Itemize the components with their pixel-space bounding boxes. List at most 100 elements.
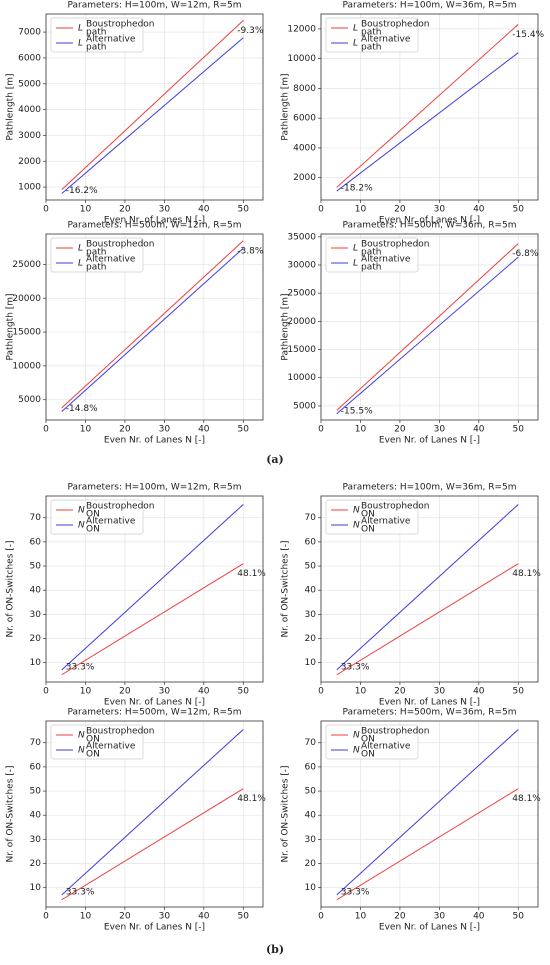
legend-label: Alternative: [361, 35, 411, 45]
chart-title: Parameters: H=500m, W=12m, R=5m: [67, 708, 241, 718]
y-tick-label: 70: [30, 513, 42, 523]
y-axis-label: Nr. of ON-Switches [-]: [281, 540, 291, 637]
y-axis-label: Pathlength [m]: [281, 73, 291, 140]
y-tick-label: 5000: [18, 395, 41, 405]
annotation: -9.3%: [237, 26, 264, 36]
chart-title: Parameters: H=500m, W=12m, R=5m: [67, 221, 241, 231]
x-axis-label: Even Nr. of Lanes N [-]: [379, 436, 480, 446]
y-tick-label: 2000: [18, 157, 41, 167]
x-axis-label: Even Nr. of Lanes N [-]: [104, 436, 205, 446]
x-axis-label: Even Nr. of Lanes N [-]: [104, 698, 205, 708]
y-tick-label: 10: [30, 658, 42, 668]
y-tick-label: 4000: [18, 105, 41, 115]
x-tick-label: 30: [434, 205, 446, 215]
y-tick-label: 12000: [287, 24, 316, 34]
y-axis-label: Nr. of ON-Switches [-]: [6, 540, 16, 637]
legend-symbol: L: [353, 259, 358, 269]
x-tick-label: 20: [119, 425, 131, 435]
legend-symbol: L: [78, 39, 83, 49]
x-tick-label: 20: [119, 205, 131, 215]
annotation: 48.1%: [512, 569, 541, 579]
x-tick-label: 20: [119, 912, 131, 922]
legend-subscript: ON: [361, 510, 375, 520]
x-tick-label: 10: [355, 205, 367, 215]
x-axis-label: Even Nr. of Lanes N [-]: [104, 216, 205, 226]
x-tick-label: 20: [394, 912, 406, 922]
series-line: [61, 788, 244, 901]
legend-symbol: N: [78, 521, 85, 531]
y-tick-label: 50: [30, 562, 42, 572]
x-tick-label: 0: [43, 425, 49, 435]
legend-label: Alternative: [86, 742, 136, 752]
y-axis-label: Pathlength [m]: [6, 73, 16, 140]
y-tick-label: 30: [30, 610, 42, 620]
y-tick-label: 10000: [12, 361, 41, 371]
legend-subscript: ON: [361, 525, 375, 535]
plot-frame: [45, 233, 264, 421]
legend-subscript: path: [361, 263, 381, 273]
legend-subscript: path: [361, 43, 381, 53]
x-tick-label: 50: [513, 912, 525, 922]
x-tick-label: 30: [434, 912, 446, 922]
y-tick-label: 25000: [287, 289, 316, 299]
y-axis-label: Pathlength [m]: [6, 293, 16, 360]
legend-label: Boustrophedon: [361, 240, 430, 250]
legend-subscript: ON: [361, 750, 375, 760]
y-tick-label: 70: [30, 738, 42, 748]
x-axis-label: Even Nr. of Lanes N [-]: [104, 923, 205, 933]
y-tick-label: 10: [30, 883, 42, 893]
caption: (b): [266, 943, 284, 956]
x-tick-label: 0: [43, 205, 49, 215]
series-line: [61, 247, 244, 412]
x-tick-label: 40: [473, 687, 485, 697]
y-tick-label: 4000: [293, 143, 316, 153]
x-tick-label: 30: [434, 425, 446, 435]
y-tick-label: 10: [305, 658, 317, 668]
x-tick-label: 50: [238, 912, 250, 922]
x-axis-label: Even Nr. of Lanes N [-]: [379, 698, 480, 708]
plot-frame: [45, 720, 264, 908]
x-tick-label: 10: [355, 687, 367, 697]
x-tick-label: 30: [434, 687, 446, 697]
legend-box: [325, 17, 419, 53]
y-tick-label: 15000: [12, 328, 41, 338]
x-tick-label: 40: [198, 205, 210, 215]
legend-box: [50, 17, 144, 53]
x-tick-label: 50: [513, 205, 525, 215]
x-tick-label: 20: [394, 205, 406, 215]
y-tick-label: 20000: [12, 294, 41, 304]
y-tick-label: 20000: [287, 317, 316, 327]
x-tick-label: 10: [355, 425, 367, 435]
y-tick-label: 60: [305, 537, 317, 547]
series-line: [336, 788, 519, 901]
legend-subscript: ON: [86, 510, 100, 520]
series-line: [61, 504, 244, 671]
x-tick-label: 40: [198, 912, 210, 922]
series-line: [61, 729, 244, 896]
legend-symbol: L: [353, 24, 358, 34]
x-tick-label: 0: [318, 687, 324, 697]
legend-symbol: L: [353, 39, 358, 49]
series-line: [336, 729, 519, 896]
y-tick-label: 30: [305, 835, 317, 845]
legend-subscript: path: [86, 43, 106, 53]
legend-label: Alternative: [86, 255, 136, 265]
annotation: -15.5%: [341, 406, 373, 416]
y-tick-label: 70: [305, 513, 317, 523]
x-tick-label: 40: [473, 205, 485, 215]
legend-box: [50, 237, 144, 273]
legend-subscript: ON: [86, 525, 100, 535]
annotation: 33.3%: [66, 662, 95, 672]
plot-frame: [320, 13, 539, 201]
legend-symbol: N: [78, 506, 85, 516]
x-tick-label: 30: [159, 687, 171, 697]
y-tick-label: 20: [30, 634, 42, 644]
y-tick-label: 60: [30, 762, 42, 772]
y-tick-label: 1000: [18, 183, 41, 193]
legend-box: [325, 237, 419, 273]
y-tick-label: 10000: [287, 54, 316, 64]
legend-subscript: path: [86, 263, 106, 273]
y-tick-label: 20: [305, 859, 317, 869]
legend-box: [50, 724, 144, 760]
x-tick-label: 10: [80, 687, 92, 697]
